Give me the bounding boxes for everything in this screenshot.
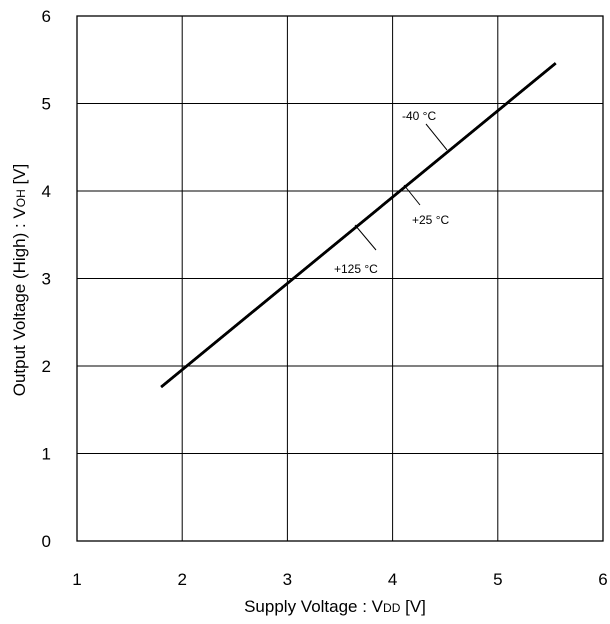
annotation-label: -40 °C bbox=[402, 109, 436, 123]
annotation-leader bbox=[425, 123, 448, 151]
y-tick-label: 1 bbox=[42, 445, 51, 464]
x-tick-labels: 1 2 3 4 5 6 bbox=[72, 570, 607, 589]
y-tick-labels: 0 1 2 3 4 5 6 bbox=[42, 7, 51, 551]
y-axis-label: Output Voltage (High) : VOH [V] bbox=[10, 164, 29, 397]
x-axis-label: Supply Voltage : VDD [V] bbox=[244, 597, 426, 616]
annotation-leader bbox=[403, 184, 421, 206]
y-tick-label: 5 bbox=[42, 95, 51, 114]
series-line-3 bbox=[160, 62, 557, 389]
x-axis-label-subscript: DD bbox=[383, 601, 401, 615]
series-layer bbox=[160, 62, 557, 389]
y-tick-label: 2 bbox=[42, 357, 51, 376]
annotation-label: +25 °C bbox=[412, 213, 449, 227]
grid bbox=[77, 16, 603, 541]
annotation-leader bbox=[354, 224, 377, 251]
x-tick-label: 3 bbox=[283, 570, 292, 589]
y-tick-label: 0 bbox=[42, 532, 51, 551]
x-tick-label: 2 bbox=[177, 570, 186, 589]
y-tick-label: 6 bbox=[42, 7, 51, 26]
x-tick-label: 5 bbox=[493, 570, 502, 589]
y-tick-label: 4 bbox=[42, 182, 51, 201]
x-tick-label: 1 bbox=[72, 570, 81, 589]
y-axis-label-subscript: OH bbox=[14, 189, 28, 207]
x-tick-label: 6 bbox=[598, 570, 607, 589]
y-tick-label: 3 bbox=[42, 270, 51, 289]
annotations: -40 °C +25 °C +125 °C bbox=[334, 109, 449, 276]
plot-frame bbox=[76, 15, 604, 542]
annotation-label: +125 °C bbox=[334, 262, 378, 276]
x-tick-label: 4 bbox=[388, 570, 397, 589]
